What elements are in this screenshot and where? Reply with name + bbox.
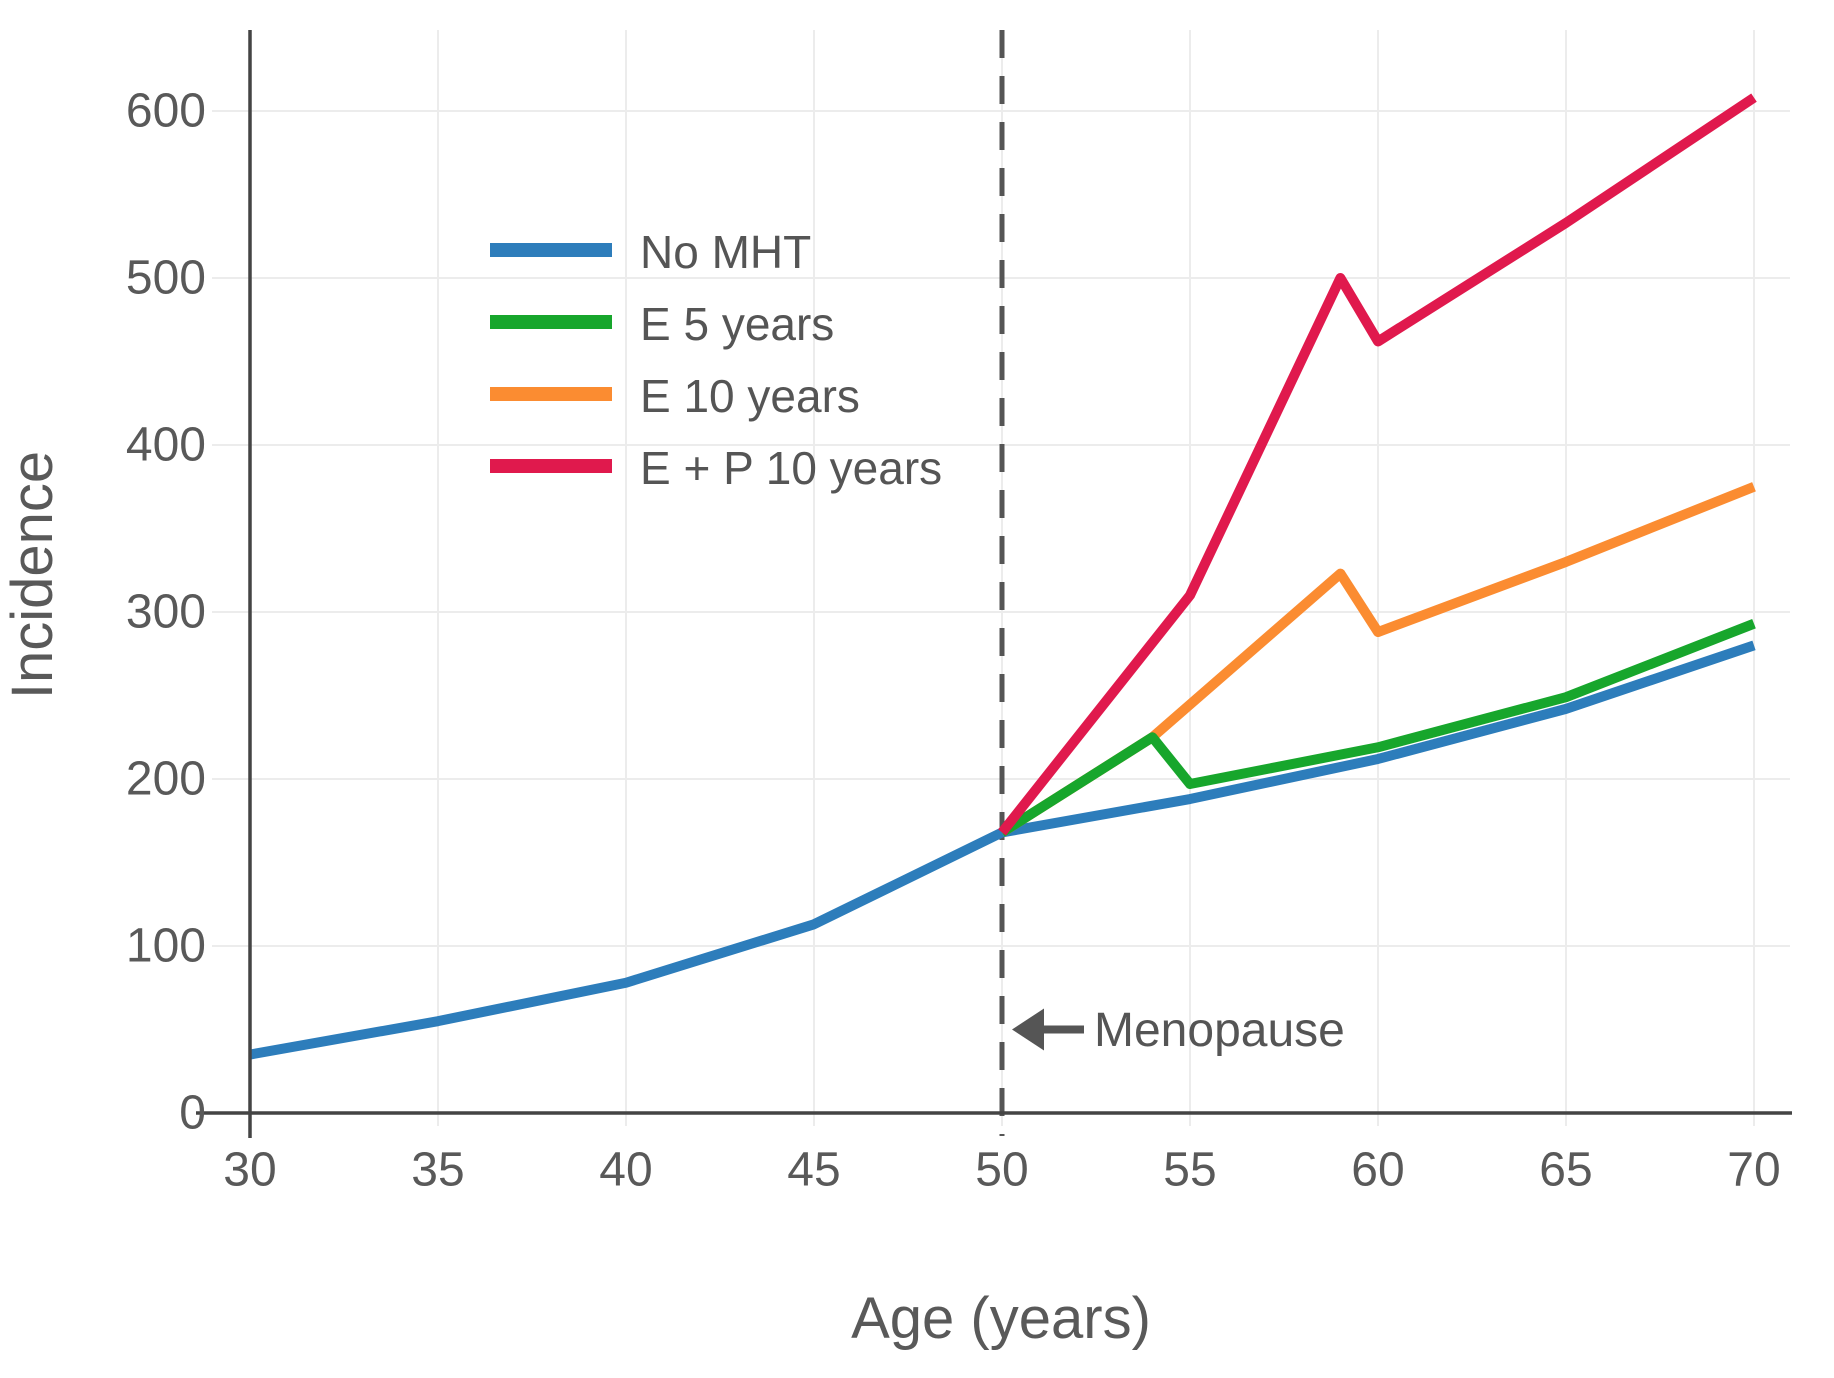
series-line-e-p-10-years <box>998 93 1757 836</box>
series-line-e-5-years <box>999 619 1756 837</box>
legend: No MHT E 5 years E 10 years E + P 10 years <box>490 226 942 494</box>
y-tick-label-100: 100 <box>126 920 206 973</box>
x-tick-label-40: 40 <box>599 1144 652 1197</box>
left-arrow-icon <box>1012 1008 1044 1051</box>
y-tick-label-200: 200 <box>126 753 206 806</box>
x-tick-label-65: 65 <box>1539 1144 1592 1197</box>
x-tick-label-30: 30 <box>223 1144 276 1197</box>
menopause-annotation-group <box>1012 1008 1084 1051</box>
menopause-annotation-label: Menopause <box>1094 1004 1345 1057</box>
y-axis-title: Incidence <box>0 451 65 699</box>
legend-label-e-p-10-years: E + P 10 years <box>640 442 942 494</box>
y-tick-label-0: 0 <box>179 1087 206 1140</box>
x-tick-label-35: 35 <box>411 1144 464 1197</box>
tick-labels: 0 100 200 300 400 500 600 30 35 40 45 50 55 60 65 70 <box>126 85 1781 1197</box>
legend-swatch-e-5-years <box>490 315 612 329</box>
legend-label-e-5-years: E 5 years <box>640 298 834 350</box>
y-tick-label-600: 600 <box>126 85 206 138</box>
x-tick-label-70: 70 <box>1727 1144 1780 1197</box>
legend-swatch-e-p-10-years <box>490 459 612 473</box>
x-tick-label-50: 50 <box>975 1144 1028 1197</box>
x-tick-label-60: 60 <box>1351 1144 1404 1197</box>
legend-label-no-mht: No MHT <box>640 226 811 278</box>
y-tick-label-500: 500 <box>126 252 206 305</box>
x-tick-label-55: 55 <box>1163 1144 1216 1197</box>
data-series <box>249 93 1757 1060</box>
x-tick-label-45: 45 <box>787 1144 840 1197</box>
legend-swatch-e-10-years <box>490 387 612 401</box>
legend-label-e-10-years: E 10 years <box>640 370 860 422</box>
y-tick-label-300: 300 <box>126 586 206 639</box>
x-axis-title: Age (years) <box>851 1286 1151 1351</box>
y-tick-label-400: 400 <box>126 419 206 472</box>
axes-spines <box>196 30 1792 1138</box>
legend-swatch-no-mht <box>490 243 612 257</box>
